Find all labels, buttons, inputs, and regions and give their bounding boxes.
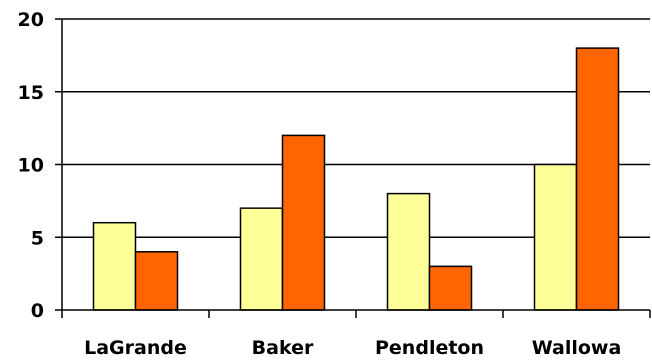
bar	[134, 251, 179, 311]
bar	[239, 207, 284, 311]
y-tick-label: 5	[31, 227, 44, 249]
bar	[281, 134, 326, 311]
y-tick-label: 20	[18, 9, 44, 31]
x-category-label: LaGrande	[84, 337, 187, 359]
bar	[533, 163, 578, 311]
x-category-label: Baker	[252, 337, 314, 359]
bar	[428, 265, 473, 311]
labels: 0 5 10 15 20 LaGrande Baker Pendleton Wallowa	[18, 9, 622, 359]
y-tick-label: 0	[31, 300, 44, 322]
y-tick-label: 10	[18, 155, 44, 177]
y-tick-label: 15	[18, 82, 44, 104]
x-category-label: Pendleton	[375, 337, 484, 359]
bars	[92, 47, 620, 311]
bar	[92, 221, 137, 311]
bar	[386, 192, 431, 311]
x-category-label: Wallowa	[532, 337, 622, 359]
bar	[575, 47, 620, 311]
axes	[55, 18, 651, 318]
